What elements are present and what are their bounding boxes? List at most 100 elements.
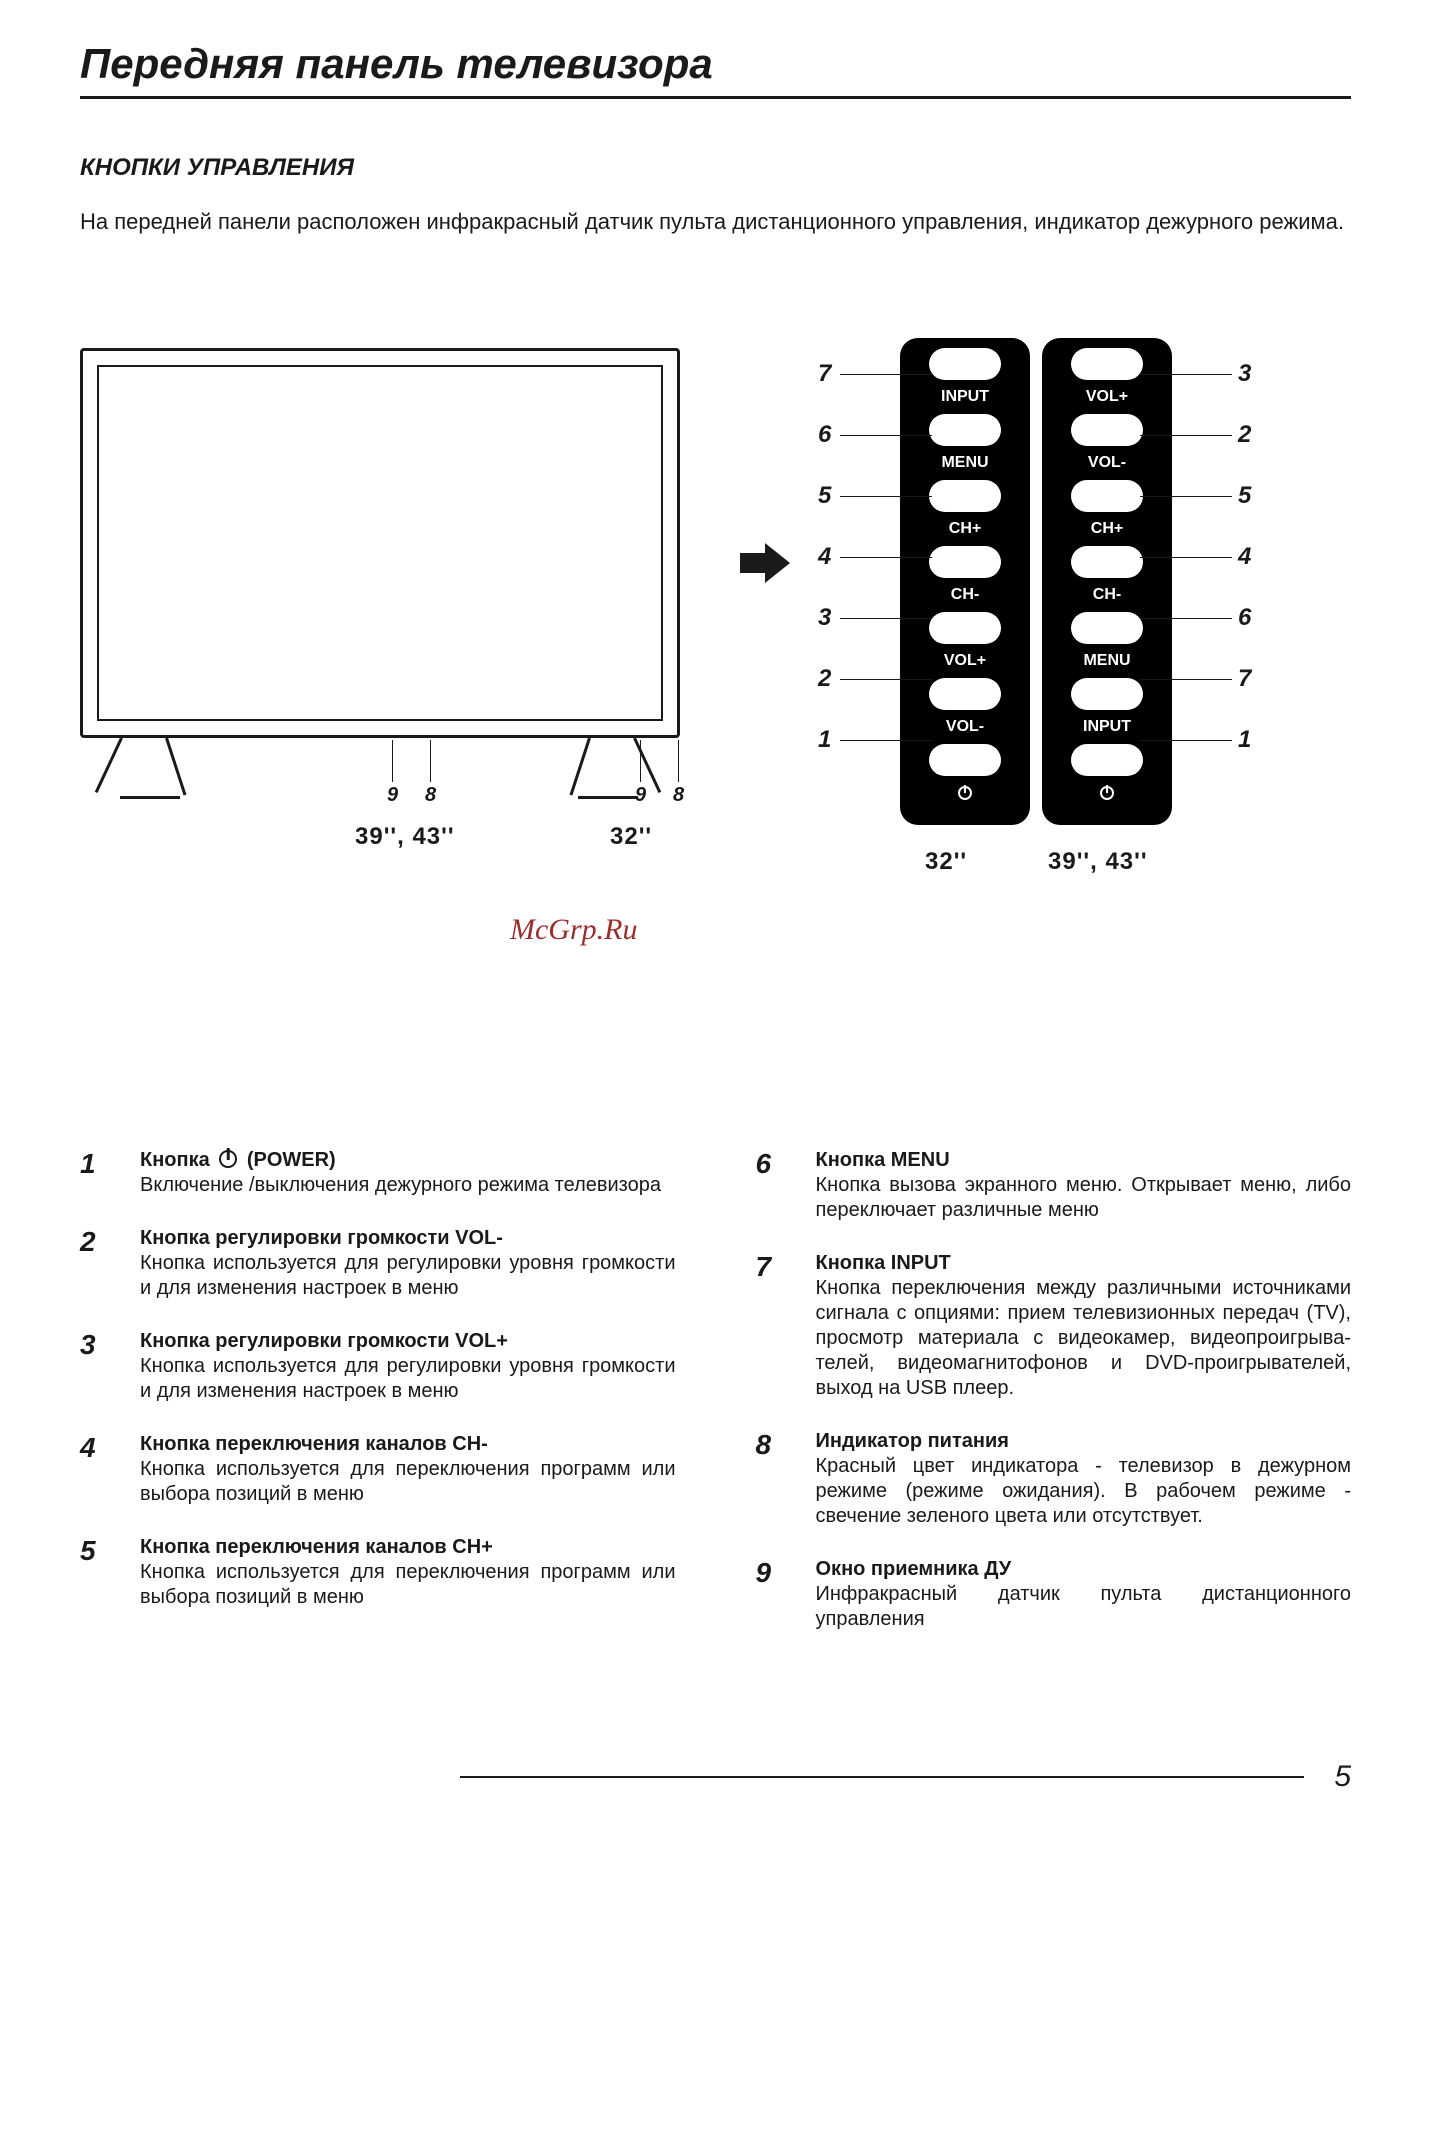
legend-entry-desc: Кнопка вызова экранного меню. Открывает … (816, 1173, 1352, 1223)
panel-button (1071, 678, 1143, 710)
lead-line (1140, 435, 1232, 436)
panel-button (929, 612, 1001, 644)
tv-screen (97, 365, 663, 721)
legend-entry-title: Кнопка переключения каналов CH- (140, 1432, 676, 1457)
lead-number: 3 (1238, 360, 1251, 388)
legend-entry-number: 2 (80, 1226, 110, 1301)
panel-button-label: CH+ (949, 519, 981, 539)
legend-entry-desc: Кнопка переключения между различными ист… (816, 1276, 1352, 1401)
power-icon (1098, 783, 1116, 807)
legend-entry: 2 Кнопка регулировки громкости VOL-Кнопка… (80, 1226, 676, 1301)
panel-button (929, 348, 1001, 380)
page-number: 5 (1334, 1760, 1351, 1794)
lead-line (1140, 374, 1232, 375)
section-subtitle: КНОПКИ УПРАВЛЕНИЯ (80, 154, 1351, 182)
lead-line (840, 374, 932, 375)
diagram: 9898 39'', 43'' 32'' INPUTMENUCH+CH-VOL+… (80, 348, 1351, 968)
legend-entry: 1Кнопка (POWER)Включение /выключения деж… (80, 1148, 676, 1198)
lead-line (840, 435, 932, 436)
legend-entry-body: Кнопка MENUКнопка вызова экранного меню.… (816, 1148, 1352, 1223)
lead-number: 7 (818, 360, 831, 388)
lead-number: 7 (1238, 665, 1251, 693)
panel-32: INPUTMENUCH+CH-VOL+VOL- (900, 338, 1030, 825)
legend-entry-desc: Кнопка используется для регулировки уров… (140, 1354, 676, 1404)
lead-number: 2 (1238, 421, 1251, 449)
callout-number: 8 (425, 784, 436, 807)
callout-line (640, 740, 641, 782)
footer: 5 (80, 1760, 1351, 1794)
legend-entry-number: 1 (80, 1148, 110, 1198)
callout-line (678, 740, 679, 782)
legend-entry-desc: Кнопка используется для переключения про… (140, 1560, 676, 1610)
legend-entry: 9Окно приемника ДУИнфракрасный датчик пу… (756, 1557, 1352, 1632)
panel-button-label: INPUT (1083, 717, 1131, 737)
lead-number: 4 (818, 543, 831, 571)
panel-button (1071, 546, 1143, 578)
panel-button (929, 546, 1001, 578)
panel-button-label: VOL+ (944, 651, 986, 671)
panel-button-label: VOL- (946, 717, 984, 737)
lead-line (1140, 496, 1232, 497)
page-title: Передняя панель телевизора (80, 40, 1351, 99)
panel-button-label: VOL+ (1086, 387, 1128, 407)
panel-button-label: MENU (1083, 651, 1130, 671)
legend-entry-body: Кнопка регулировки громкости VOL-Кнопка … (140, 1226, 676, 1301)
lead-line (840, 618, 932, 619)
legend-entry-body: Индикатор питанияКрасный цвет индикатора… (816, 1429, 1352, 1529)
legend-entry: 4 Кнопка переключения каналов CH-Кнопка и… (80, 1432, 676, 1507)
legend-entry-number: 3 (80, 1329, 110, 1404)
legend-entry-title: Кнопка переключения каналов CH+ (140, 1535, 676, 1560)
callout-number: 8 (673, 784, 684, 807)
legend-entry: 8 Индикатор питанияКрасный цвет индикатор… (756, 1429, 1352, 1529)
legend-entry: 3Кнопка регулировки громкости VOL+Кнопка… (80, 1329, 676, 1404)
legend-entry: 6 Кнопка MENUКнопка вызова экранного меню… (756, 1148, 1352, 1223)
panel-39-43: VOL+VOL-CH+CH-MENUINPUT (1042, 338, 1172, 825)
legend-entry-title: Кнопка регулировки громкости VOL- (140, 1226, 676, 1251)
tv-size-32: 32'' (610, 823, 652, 851)
legend-col-left: 1Кнопка (POWER)Включение /выключения деж… (80, 1148, 676, 1660)
lead-number: 6 (1238, 604, 1251, 632)
legend-entry-desc: Кнопка используется для переключения про… (140, 1457, 676, 1507)
legend-entry-number: 5 (80, 1535, 110, 1610)
panel-button-label: CH- (1093, 585, 1121, 605)
legend-entry-title: Кнопка (POWER) (140, 1148, 676, 1173)
tv-size-39-43: 39'', 43'' (355, 823, 455, 851)
power-icon (219, 1150, 237, 1168)
panel-button-power (929, 744, 1001, 776)
legend-entry-title: Окно приемника ДУ (816, 1557, 1352, 1582)
legend-col-right: 6 Кнопка MENUКнопка вызова экранного меню… (756, 1148, 1352, 1660)
legend-entry-number: 6 (756, 1148, 786, 1223)
arrow-icon (740, 543, 790, 588)
legend-entry-number: 9 (756, 1557, 786, 1632)
panel-size-32: 32'' (925, 848, 967, 876)
legend-entry-title: Индикатор питания (816, 1429, 1352, 1454)
panel-size-39-43: 39'', 43'' (1048, 848, 1148, 876)
intro-text: На передней панели расположен инфракрасн… (80, 207, 1351, 238)
callout-line (392, 740, 393, 782)
panel-button-label: VOL- (1088, 453, 1126, 473)
lead-line (1140, 557, 1232, 558)
legend-entry-body: Кнопка переключения каналов CH-Кнопка ис… (140, 1432, 676, 1507)
panel-button-label: MENU (941, 453, 988, 473)
lead-number: 3 (818, 604, 831, 632)
lead-number: 4 (1238, 543, 1251, 571)
lead-number: 5 (1238, 482, 1251, 510)
legend-entry-number: 4 (80, 1432, 110, 1507)
legend: 1Кнопка (POWER)Включение /выключения деж… (80, 1148, 1351, 1660)
panel-button-label: CH- (951, 585, 979, 605)
lead-line (1140, 618, 1232, 619)
power-icon (956, 783, 974, 807)
callout-number: 9 (387, 784, 398, 807)
legend-entry-number: 8 (756, 1429, 786, 1529)
panel-button (929, 414, 1001, 446)
lead-line (840, 496, 932, 497)
lead-number: 1 (818, 726, 831, 754)
panel-button (1071, 480, 1143, 512)
panel-button (1071, 348, 1143, 380)
legend-entry-desc: Кнопка используется для регулировки уров… (140, 1251, 676, 1301)
lead-line (1140, 679, 1232, 680)
legend-entry-body: Кнопка INPUTКнопка переключения между ра… (816, 1251, 1352, 1401)
lead-line (840, 740, 932, 741)
footer-rule (460, 1776, 1304, 1778)
legend-entry: 5 Кнопка переключения каналов CH+Кнопка и… (80, 1535, 676, 1610)
